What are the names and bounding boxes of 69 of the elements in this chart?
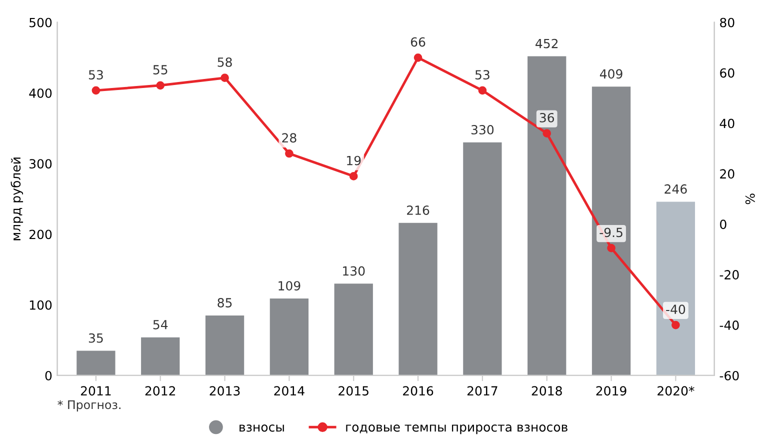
data-label: 19 bbox=[347, 156, 361, 166]
point bbox=[220, 74, 229, 82]
text: * Прогноз. bbox=[58, 400, 120, 412]
bar bbox=[334, 284, 373, 376]
y2-tick-label: 60 bbox=[720, 68, 734, 78]
data-label: 109 bbox=[278, 281, 300, 291]
data-label: -40 bbox=[666, 304, 686, 314]
y-tick-label: 500 bbox=[30, 18, 52, 28]
y-tick-label: 300 bbox=[30, 159, 52, 169]
data-label: 58 bbox=[218, 57, 232, 67]
data-label: 53 bbox=[475, 70, 490, 80]
point bbox=[156, 81, 165, 90]
point bbox=[349, 172, 358, 180]
data-label: -9.5 bbox=[600, 228, 622, 238]
y-tick-label: 100 bbox=[30, 300, 52, 310]
y-tick-label: 0 bbox=[45, 370, 52, 380]
y2-tick-label: -40 bbox=[720, 320, 739, 330]
point bbox=[542, 129, 552, 138]
y2-tick-label: 80 bbox=[720, 18, 734, 28]
data-label: 330 bbox=[471, 124, 494, 134]
bar bbox=[205, 315, 244, 376]
point bbox=[414, 53, 422, 62]
data-label: 36 bbox=[540, 112, 554, 122]
x-tick-label: 2015 bbox=[338, 386, 368, 396]
y2-tick-label: 40 bbox=[720, 118, 734, 128]
data-label: 54 bbox=[153, 320, 168, 330]
bar bbox=[398, 222, 438, 376]
x-tick-label: 2018 bbox=[532, 386, 562, 396]
data-label: 28 bbox=[282, 133, 296, 143]
y-tick-label: 400 bbox=[29, 88, 52, 98]
legend-label: годовые темпы прироста взносов bbox=[346, 424, 568, 434]
x-tick-label: 2016 bbox=[403, 386, 434, 396]
bar bbox=[270, 298, 309, 376]
x-tick-label: 2011 bbox=[80, 386, 111, 396]
data-label: 53 bbox=[88, 70, 103, 80]
data-label: 246 bbox=[664, 184, 687, 194]
bar bbox=[463, 142, 502, 376]
data-label: 452 bbox=[536, 38, 558, 48]
bar bbox=[528, 56, 566, 376]
x-tick-label: 2017 bbox=[467, 386, 498, 396]
bar bbox=[656, 202, 696, 376]
data-label: 55 bbox=[153, 65, 168, 74]
point bbox=[607, 244, 616, 252]
y2-axis-title: % bbox=[745, 194, 755, 204]
legend-label: взносы bbox=[240, 424, 284, 432]
bar bbox=[76, 350, 116, 376]
data-label: 216 bbox=[407, 205, 430, 215]
y2-tick-label: -60 bbox=[720, 370, 739, 380]
point bbox=[285, 149, 294, 158]
x-tick-label: 2020* bbox=[658, 386, 694, 396]
data-label: 35 bbox=[88, 333, 103, 343]
x-tick-label: 2019 bbox=[596, 386, 626, 396]
y-tick-label: 200 bbox=[29, 230, 52, 240]
x-tick-label: 2012 bbox=[145, 386, 176, 396]
data-label: 409 bbox=[600, 69, 622, 79]
point bbox=[672, 320, 680, 330]
bar bbox=[592, 86, 631, 376]
point bbox=[478, 86, 487, 95]
data-label: 130 bbox=[343, 266, 365, 276]
y2-tick-label: 20 bbox=[720, 169, 734, 179]
y2-tick-label: -20 bbox=[720, 270, 739, 280]
data-label: 85 bbox=[218, 298, 232, 308]
point bbox=[92, 86, 100, 95]
y2-tick-label: 0 bbox=[720, 220, 726, 230]
data-label: 66 bbox=[410, 37, 426, 47]
y-axis-title: млрд рублей bbox=[10, 158, 24, 240]
x-tick-label: 2013 bbox=[210, 386, 240, 396]
bar bbox=[141, 337, 180, 376]
x-tick-label: 2014 bbox=[274, 386, 304, 396]
